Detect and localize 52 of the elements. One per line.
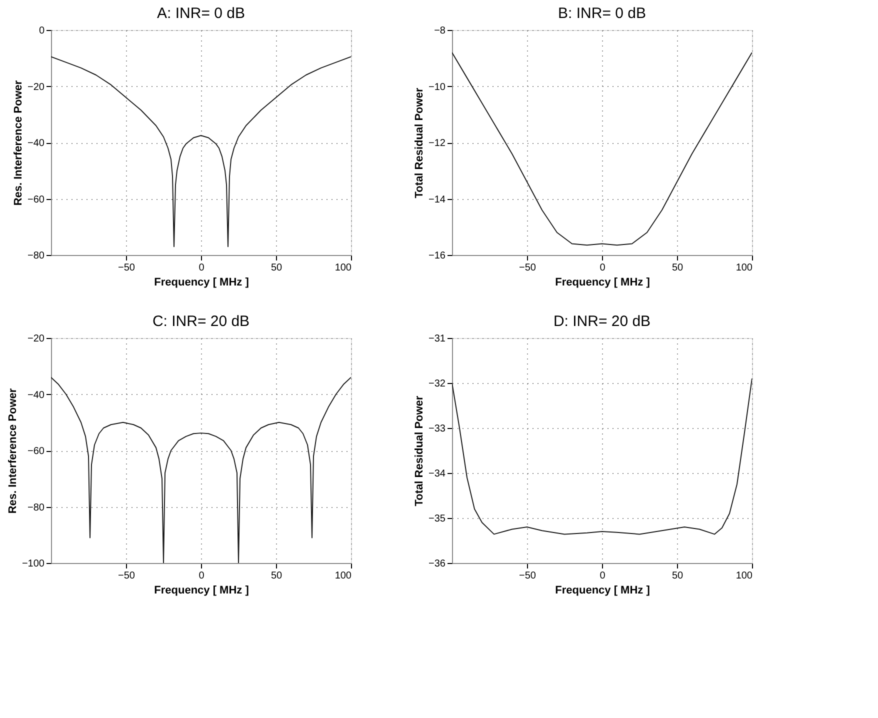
x-axis-title: Frequency [ MHz ] (154, 276, 250, 288)
x-tick-label: 100 (334, 262, 352, 274)
y-tick-label: −31 (428, 334, 446, 344)
chart-title: D: INR= 20 dB (553, 313, 651, 330)
y-tick-label: −80 (28, 502, 45, 514)
x-tick-label: −50 (118, 262, 136, 274)
chart-title: C: INR= 20 dB (152, 313, 250, 330)
x-tick-label: 100 (736, 570, 753, 582)
y-axis-title: Res. Interference Power (12, 80, 25, 206)
line-series (51, 56, 351, 248)
y-tick-label: −16 (428, 250, 446, 262)
x-tick-label: 0 (600, 262, 606, 274)
y-tick-label: 0 (38, 26, 45, 36)
x-tick-label: −50 (519, 570, 536, 582)
x-tick-label: 50 (672, 570, 684, 582)
chart-title: B: INR= 0 dB (558, 5, 646, 22)
x-tick-label: 50 (672, 262, 684, 274)
x-axis-title: Frequency [ MHz ] (555, 584, 650, 596)
y-tick-label: −80 (28, 250, 45, 262)
y-tick-label: −32 (428, 378, 446, 390)
x-axis-title: Frequency [ MHz ] (154, 584, 250, 596)
y-tick-label: −40 (28, 390, 45, 401)
y-tick-label: −60 (28, 446, 45, 457)
y-axis-title: Total Residual Power (414, 87, 426, 198)
y-tick-label: −100 (22, 558, 45, 570)
y-tick-label: −14 (428, 194, 446, 206)
x-tick-label: −50 (118, 570, 136, 582)
y-tick-label: −20 (28, 82, 45, 93)
y-tick-label: −35 (428, 514, 446, 524)
x-tick-label: 50 (270, 262, 282, 274)
y-tick-label: −33 (428, 424, 446, 434)
y-tick-label: −10 (428, 82, 446, 93)
x-tick-label: 0 (198, 262, 205, 274)
y-axis-title: Res. Interference Power (6, 388, 19, 514)
y-tick-label: −34 (428, 468, 446, 480)
y-tick-label: −40 (28, 138, 45, 149)
x-tick-label: 50 (270, 570, 282, 582)
line-series (452, 378, 752, 535)
y-tick-label: −8 (434, 26, 446, 36)
y-tick-label: −12 (428, 138, 446, 149)
y-tick-label: −36 (428, 558, 446, 570)
y-tick-label: −60 (28, 194, 45, 206)
x-tick-label: 100 (334, 570, 352, 582)
x-tick-label: 100 (736, 262, 753, 274)
chart-title: A: INR= 0 dB (157, 5, 245, 22)
x-axis-title: Frequency [ MHz ] (555, 276, 650, 288)
y-tick-label: −20 (28, 334, 45, 344)
line-series (452, 52, 752, 246)
x-tick-label: −50 (519, 262, 536, 274)
x-tick-label: 0 (600, 570, 606, 582)
x-tick-label: 0 (198, 570, 205, 582)
y-axis-title: Total Residual Power (414, 395, 426, 506)
